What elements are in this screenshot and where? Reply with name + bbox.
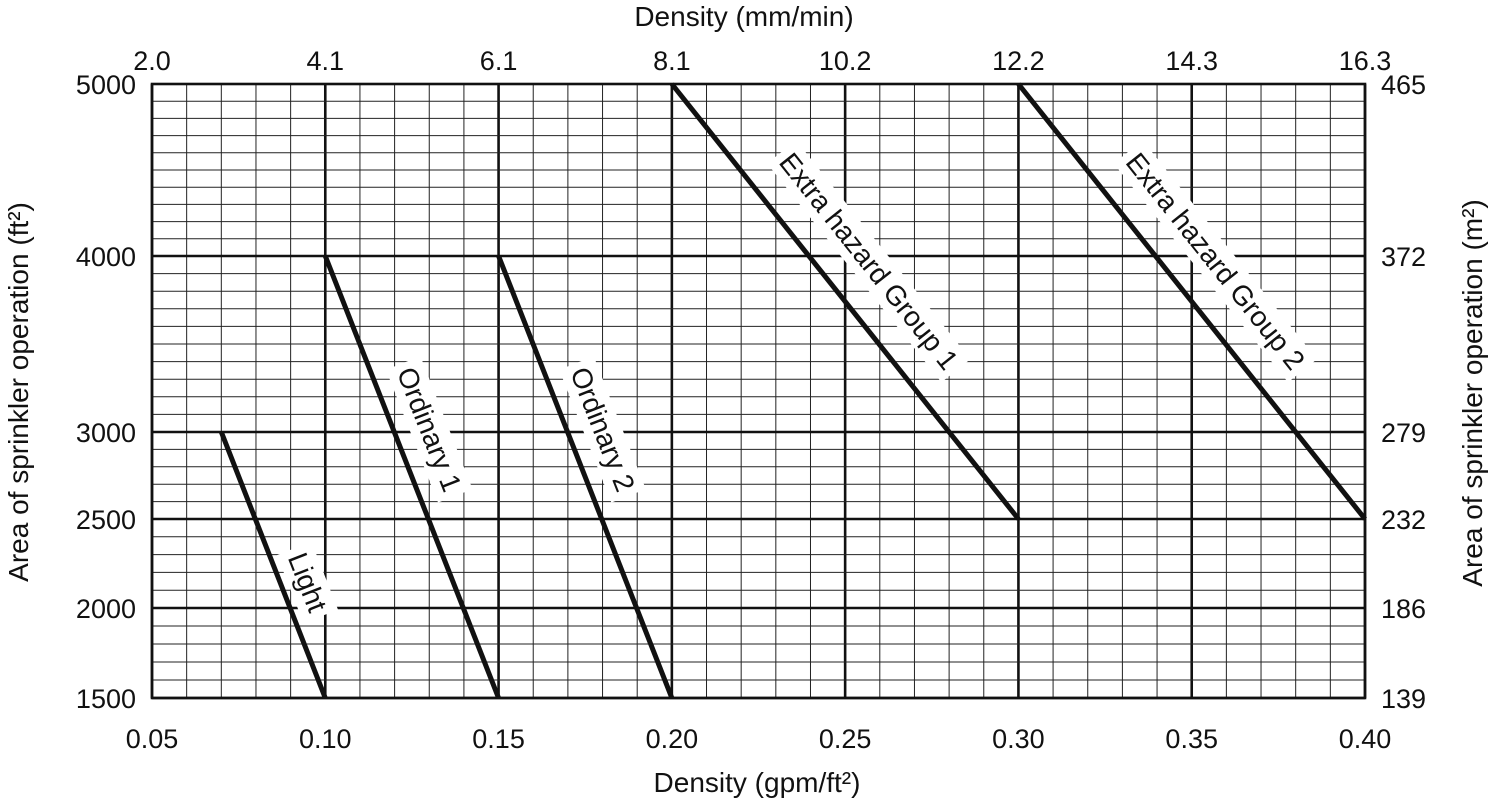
y-left-tick-label: 5000 <box>76 70 136 100</box>
series-label: Extra hazard Group 2 <box>1120 147 1311 376</box>
x-bottom-tick-label: 0.30 <box>992 724 1045 754</box>
series-label-background <box>385 356 473 503</box>
x-bottom-tick-label: 0.40 <box>1339 724 1392 754</box>
x-bottom-tick-label: 0.10 <box>299 724 352 754</box>
y-right-tick-label: 186 <box>1381 594 1426 624</box>
x-top-tick-label: 12.2 <box>992 46 1045 76</box>
x-bottom-tick-label: 0.05 <box>126 724 179 754</box>
series-label-group: Extra hazard Group 2 <box>1113 140 1317 383</box>
series-label-background <box>559 356 646 503</box>
series-line <box>322 255 501 699</box>
series-label-background <box>276 541 338 624</box>
y-right-tick-label: 372 <box>1381 242 1426 272</box>
y-left-tick-label: 2500 <box>76 505 136 535</box>
left-axis-title: Area of sprinkler operation (ft²) <box>3 202 34 582</box>
series-label-background <box>767 140 971 383</box>
series-line <box>218 431 328 699</box>
x-top-tick-label: 10.2 <box>819 46 872 76</box>
series-label-group: Light <box>276 541 338 624</box>
bottom-axis-title: Density (gpm/ft²) <box>654 767 861 798</box>
x-top-tick-label: 6.1 <box>480 46 518 76</box>
y-left-tick-label: 4000 <box>76 242 136 272</box>
right-axis-title: Area of sprinkler operation (m²) <box>1457 199 1488 586</box>
series-label: Extra hazard Group 1 <box>773 147 964 376</box>
series-line <box>496 255 675 699</box>
series-label-group: Extra hazard Group 1 <box>767 140 971 383</box>
top-axis-title: Density (mm/min) <box>634 1 853 32</box>
y-right-tick-label: 139 <box>1381 684 1426 714</box>
x-top-tick-label: 16.3 <box>1339 46 1392 76</box>
series-line <box>669 82 1021 521</box>
y-left-tick-label: 3000 <box>76 418 136 448</box>
x-bottom-tick-label: 0.25 <box>819 724 872 754</box>
x-top-tick-label: 8.1 <box>653 46 691 76</box>
y-right-tick-label: 232 <box>1381 505 1426 535</box>
y-left-tick-label: 2000 <box>76 594 136 624</box>
plot-frame <box>150 82 1367 700</box>
x-bottom-tick-label: 0.15 <box>472 724 525 754</box>
x-top-tick-label: 14.3 <box>1165 46 1218 76</box>
x-bottom-tick-label: 0.35 <box>1165 724 1218 754</box>
x-bottom-tick-label: 0.20 <box>646 724 699 754</box>
series-line <box>1016 82 1367 521</box>
y-right-tick-label: 279 <box>1381 418 1426 448</box>
x-top-tick-label: 2.0 <box>133 46 171 76</box>
y-left-tick-label: 1500 <box>76 684 136 714</box>
x-top-tick-label: 4.1 <box>307 46 345 76</box>
y-right-tick-label: 465 <box>1381 70 1426 100</box>
series-label-background <box>1113 140 1317 383</box>
tick-labels: 0.05 0.10 0.15 0.20 0.25 0.30 0.35 0.40 2.0 4.1 6.… <box>76 46 1426 754</box>
